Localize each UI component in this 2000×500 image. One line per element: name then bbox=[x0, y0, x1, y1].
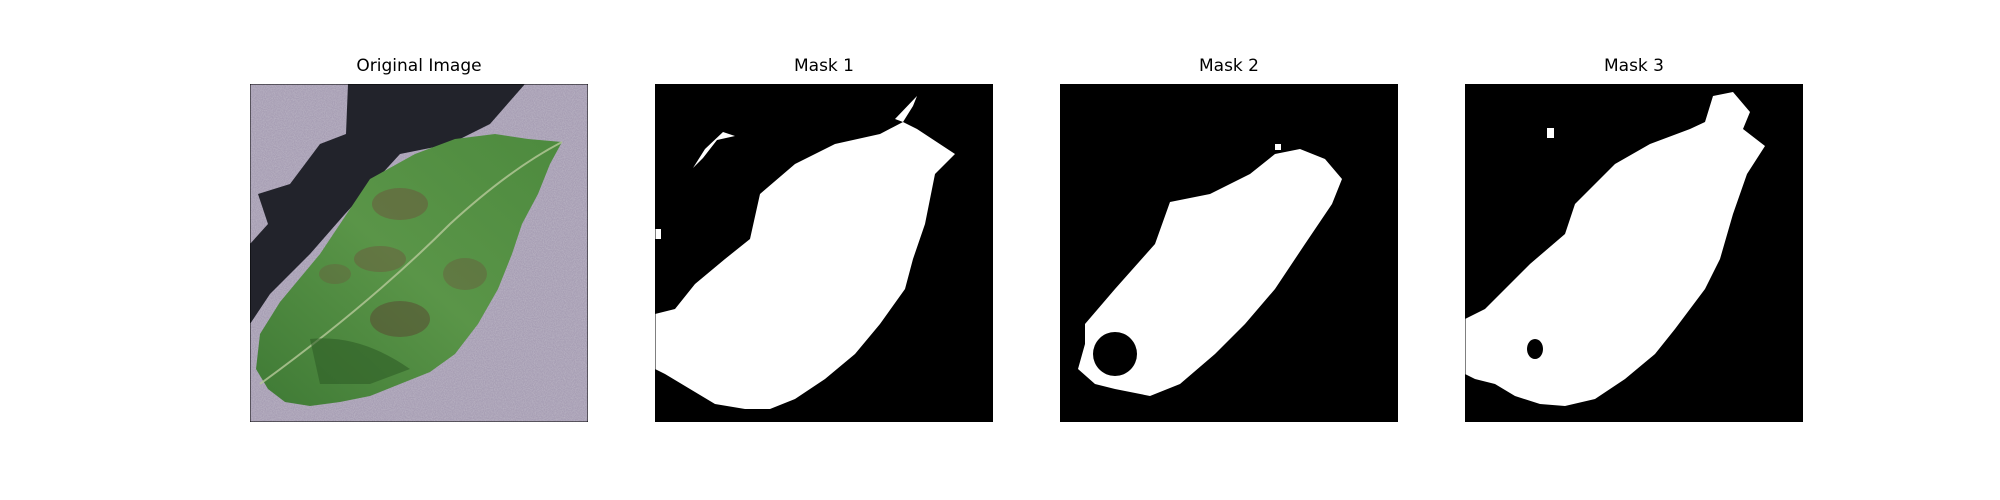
mask-image bbox=[1465, 84, 1803, 422]
shadow bbox=[250, 84, 525, 324]
lesion bbox=[372, 188, 428, 220]
mask-region bbox=[655, 122, 955, 409]
panel-title: Mask 3 bbox=[1603, 56, 1664, 76]
leaf bbox=[256, 134, 562, 406]
panel-title: Original Image bbox=[356, 56, 482, 76]
mask-image bbox=[1060, 84, 1398, 422]
original-image bbox=[250, 84, 588, 422]
mask-region bbox=[1078, 149, 1342, 396]
mask-hole bbox=[1093, 332, 1137, 376]
panel-title: Mask 2 bbox=[1198, 56, 1259, 76]
mask-region bbox=[1465, 92, 1765, 406]
mask-image bbox=[655, 84, 993, 422]
panel-title: Mask 1 bbox=[793, 56, 854, 76]
